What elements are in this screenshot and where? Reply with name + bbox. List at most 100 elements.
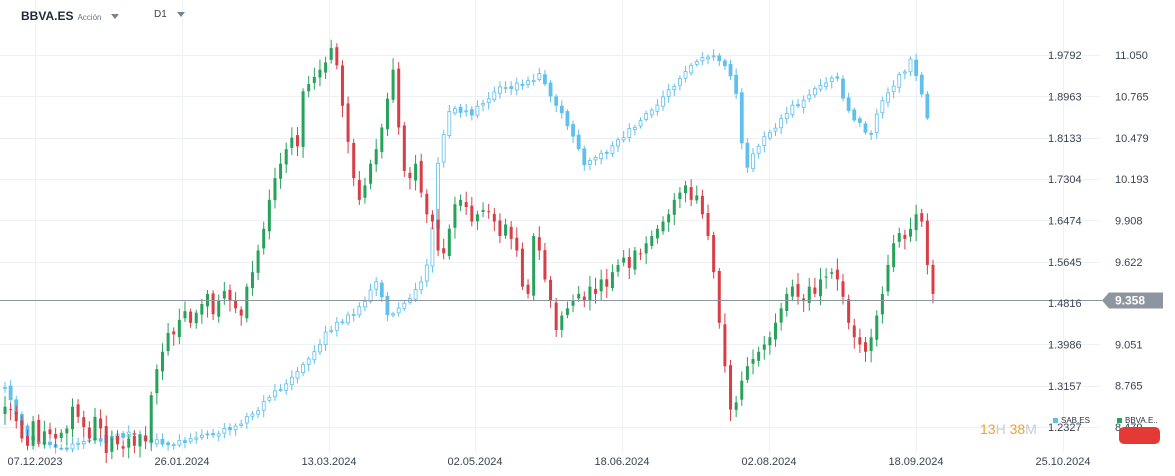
- candle-timer: 13H 38M: [980, 421, 1037, 437]
- bbva-candle: [189, 308, 193, 328]
- bbva-candle: [897, 227, 901, 248]
- sab-candle: [357, 302, 362, 318]
- sab-candle: [351, 308, 356, 322]
- sab-candle: [498, 81, 502, 99]
- legend-bbva[interactable]: BBVA.E..: [1117, 416, 1158, 425]
- bbva-candle: [9, 402, 13, 421]
- sab-candle: [593, 155, 598, 166]
- x-tick-label: 02.08.2024: [741, 456, 796, 468]
- asset-type: Acción: [77, 13, 102, 22]
- bbva-candle: [678, 187, 682, 209]
- sab-candle: [188, 433, 193, 445]
- bbva-candle: [42, 420, 46, 449]
- sab-candle: [908, 56, 913, 77]
- sab-candle: [559, 100, 564, 119]
- bbva-candle: [807, 277, 811, 311]
- sab-candle: [886, 87, 890, 108]
- bbva-swatch-icon: [1117, 418, 1122, 423]
- bbva-candle: [160, 343, 164, 380]
- sab-candle: [874, 108, 879, 139]
- bbva-candle: [391, 58, 395, 103]
- bbva-candle: [689, 179, 693, 207]
- sab-candle: [773, 123, 778, 136]
- bbva-candle: [909, 217, 913, 242]
- timer-minutes: 38: [1009, 421, 1026, 437]
- bbva-candle: [205, 289, 209, 318]
- bbva-candle: [790, 279, 794, 302]
- y-left-tick-label: 1.7304: [1048, 174, 1082, 186]
- sab-candle: [301, 361, 305, 377]
- sab-candle: [295, 367, 300, 384]
- symbol-selector[interactable]: BBVA.ES Acción: [21, 9, 120, 23]
- bbva-candle: [768, 331, 772, 355]
- bbva-candle: [762, 336, 766, 360]
- sab-candle: [604, 149, 609, 160]
- bbva-candle: [903, 229, 907, 250]
- sab-candle: [340, 318, 345, 325]
- bbva-candle: [402, 122, 406, 177]
- bbva-candle: [504, 218, 508, 239]
- bbva-candle: [200, 298, 204, 324]
- y-right-tick-label: 9.051: [1115, 339, 1143, 351]
- bbva-candle: [295, 127, 299, 156]
- bbva-candle: [706, 204, 710, 241]
- sab-candle: [812, 86, 817, 98]
- bbva-candle: [31, 415, 35, 450]
- legend-bbva-label: BBVA.E..: [1125, 416, 1158, 425]
- bbva-candle: [914, 204, 918, 242]
- sab-candle: [745, 138, 750, 173]
- sab-candle: [391, 311, 395, 318]
- sab-candle: [346, 311, 350, 326]
- x-tick-label: 26.01.2024: [154, 456, 209, 468]
- bbva-candle: [363, 177, 367, 204]
- bbva-candle: [284, 142, 288, 174]
- bbva-candle: [369, 159, 373, 190]
- bbva-candle: [475, 210, 479, 230]
- x-axis: 07.12.2023 26.01.2024 13.03.2024 02.05.2024…: [7, 456, 1090, 468]
- x-tick-label: 02.05.2024: [447, 456, 502, 468]
- y-left-tick-label: 1.3986: [1048, 340, 1082, 352]
- timeframe-selector[interactable]: D1: [154, 9, 185, 20]
- y-left-tick-label: 1.8963: [1048, 91, 1082, 103]
- y-left-tick-label: 1.3157: [1048, 381, 1082, 393]
- bbva-candle: [380, 123, 384, 159]
- y-left-tick-label: 1.6474: [1048, 216, 1082, 228]
- sab-candle: [222, 423, 227, 439]
- bbva-candle: [273, 167, 277, 209]
- sab-candle: [852, 107, 857, 123]
- bbva-candle: [847, 294, 851, 330]
- bbva-candle: [515, 227, 519, 257]
- bbva-candle: [594, 277, 598, 304]
- sab-candle: [762, 131, 767, 153]
- sab-candle: [835, 72, 840, 82]
- legend-sab[interactable]: SAB.ES: [1053, 416, 1090, 425]
- sab-candle: [329, 325, 334, 334]
- sab-candle: [610, 141, 615, 158]
- bbva-candle: [729, 359, 733, 422]
- y-left-tick-label: 1.2327: [1048, 422, 1082, 434]
- bbva-candle: [211, 290, 215, 321]
- y-right-tick-label: 10.479: [1115, 133, 1149, 145]
- bbva-candle: [239, 306, 243, 326]
- bbva-candle: [425, 189, 429, 224]
- bbva-candle: [532, 233, 536, 302]
- bbva-candle: [228, 284, 232, 312]
- bbva-candle: [498, 213, 502, 244]
- sab-candle: [711, 49, 716, 61]
- chevron-down-icon[interactable]: [111, 13, 120, 19]
- sab-candle: [683, 65, 688, 83]
- bbva-candle: [138, 432, 142, 458]
- bbva-candle: [132, 430, 136, 454]
- x-tick-label: 07.12.2023: [7, 456, 62, 468]
- bbva-candle: [599, 269, 603, 301]
- bbva-candle: [340, 60, 344, 118]
- bbva-candle: [144, 426, 148, 449]
- sab-candle: [880, 96, 885, 119]
- bbva-candle: [830, 268, 834, 279]
- sell-button[interactable]: [1119, 427, 1160, 444]
- chevron-down-icon[interactable]: [176, 12, 185, 17]
- bbva-candle: [588, 275, 592, 311]
- sab-candle: [121, 430, 126, 440]
- bbva-candle: [14, 405, 18, 429]
